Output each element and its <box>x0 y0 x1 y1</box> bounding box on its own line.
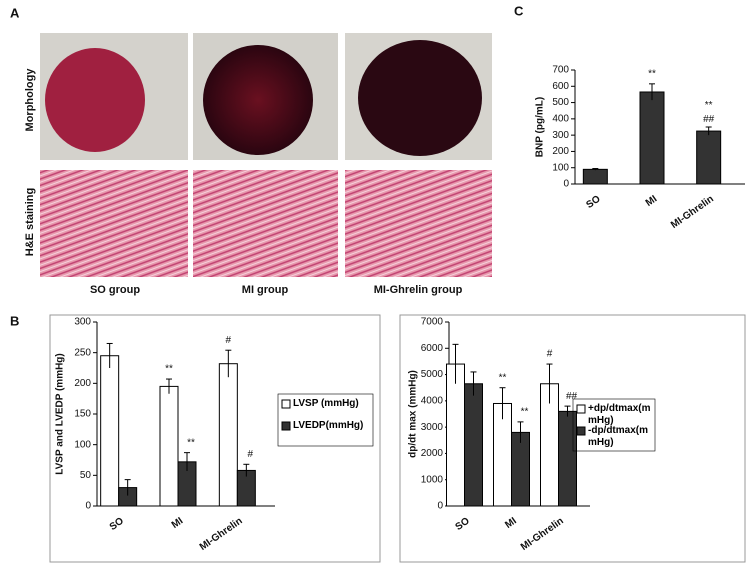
y-tick-label: 250 <box>74 347 91 358</box>
y-tick-label: 150 <box>74 409 91 420</box>
x-tick-label: SO <box>584 193 602 210</box>
legend-label: +dp/dtmax(mmHg) <box>588 403 651 426</box>
column-label: MI-Ghrelin group <box>374 284 463 296</box>
annotation: ## <box>566 391 578 402</box>
bar <box>696 130 722 185</box>
y-axis-label: LVSP and LVEDP (mmHg) <box>55 353 66 475</box>
y-axis-label: dp/dt max (mmHg) <box>408 370 419 458</box>
annotation: ** <box>499 372 507 383</box>
y-tick-label: 100 <box>552 162 569 173</box>
row-label: H&E staining <box>24 188 36 256</box>
bar <box>511 431 530 507</box>
x-tick-label: MI <box>170 515 186 531</box>
x-tick-label: MI-Ghrelin <box>519 516 566 553</box>
image <box>40 170 188 277</box>
y-tick-label: 0 <box>437 501 443 512</box>
annotation: ** <box>187 437 195 448</box>
image <box>203 45 313 155</box>
y-tick-label: 500 <box>552 97 569 108</box>
y-tick-label: 0 <box>563 179 569 190</box>
image <box>45 48 145 152</box>
bar <box>558 410 577 507</box>
x-tick-label: MI <box>503 515 519 531</box>
column-label: SO group <box>90 284 140 296</box>
row-label: Morphology <box>24 68 36 132</box>
y-tick-label: 1000 <box>421 474 444 485</box>
legend-swatch <box>281 421 291 431</box>
legend-label: LVEDP(mmHg) <box>293 420 364 431</box>
bar <box>100 355 120 507</box>
legend-swatch <box>281 399 291 409</box>
annotation: # <box>547 349 553 360</box>
annotation: # <box>248 449 254 460</box>
x-tick-label: SO <box>454 515 472 532</box>
panel-frame <box>399 314 746 563</box>
legend-swatch <box>576 426 586 436</box>
y-tick-label: 4000 <box>421 395 444 406</box>
legend-box <box>277 393 374 447</box>
bar <box>582 168 608 185</box>
annotation: ** <box>648 68 656 79</box>
panel-label: A <box>10 5 20 20</box>
y-tick-label: 100 <box>74 439 91 450</box>
x-tick-label: MI-Ghrelin <box>198 516 245 553</box>
x-tick-label: MI <box>644 193 660 209</box>
y-tick-label: 700 <box>552 65 569 76</box>
y-tick-label: 6000 <box>421 343 444 354</box>
y-tick-label: 200 <box>552 146 569 157</box>
legend-label: -dp/dtmax(mmHg) <box>588 425 648 448</box>
y-tick-label: 0 <box>85 501 91 512</box>
image <box>358 40 482 156</box>
annotation: ** ## <box>703 100 715 125</box>
y-tick-label: 600 <box>552 81 569 92</box>
y-tick-label: 3000 <box>421 422 444 433</box>
bar <box>464 383 483 507</box>
x-tick-label: MI-Ghrelin <box>669 194 716 231</box>
y-tick-label: 300 <box>552 130 569 141</box>
image <box>193 170 338 277</box>
y-tick-label: 300 <box>74 317 91 328</box>
legend-swatch <box>576 404 586 414</box>
bar <box>218 363 238 507</box>
y-tick-label: 5000 <box>421 369 444 380</box>
bar <box>446 363 465 507</box>
legend-label: LVSP (mmHg) <box>293 398 359 409</box>
legend-box <box>572 398 656 452</box>
y-tick-label: 2000 <box>421 448 444 459</box>
annotation: # <box>226 335 232 346</box>
y-axis-label: BNP (pg/mL) <box>535 97 546 157</box>
image <box>345 170 492 277</box>
y-tick-label: 200 <box>74 378 91 389</box>
panel-label: C <box>514 3 524 18</box>
annotation: ** <box>165 364 173 375</box>
y-tick-label: 400 <box>552 113 569 124</box>
morphology-images <box>40 33 492 277</box>
y-tick-label: 7000 <box>421 317 444 328</box>
panel-frame <box>49 314 381 563</box>
column-label: MI group <box>242 284 289 296</box>
annotation: ** <box>521 407 529 418</box>
y-tick-label: 50 <box>80 470 92 481</box>
bar <box>639 91 665 185</box>
bar <box>159 385 179 507</box>
panel-label: B <box>10 313 19 328</box>
x-tick-label: SO <box>108 515 126 532</box>
